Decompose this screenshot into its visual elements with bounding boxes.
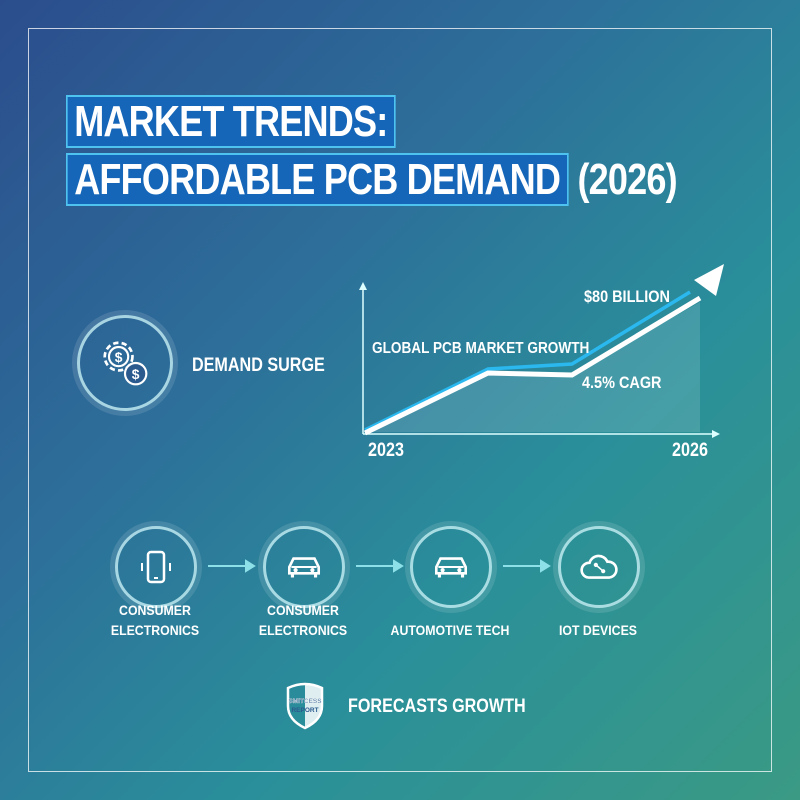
chart-label: GLOBAL PCB MARKET GROWTH xyxy=(372,340,590,357)
flow-item-1-label: CONSUMER ELECTRONICS xyxy=(110,602,200,638)
footer-label: FORECASTS GROWTH xyxy=(348,696,526,717)
cloud-network-icon xyxy=(580,554,618,579)
area-fill xyxy=(365,302,700,432)
flow-item-3-label: AUTOMOTIVE TECH xyxy=(390,622,510,638)
flow-item-1-circle xyxy=(115,526,197,608)
svg-text:$: $ xyxy=(132,366,140,382)
arrow-head-icon xyxy=(694,264,724,296)
title-line-1: MARKET TRENDS: xyxy=(66,95,396,148)
svg-text:$: $ xyxy=(115,349,123,365)
title-box-1: MARKET TRENDS: xyxy=(66,95,396,148)
cagr-label: 4.5% CAGR xyxy=(582,373,662,392)
car-icon xyxy=(434,557,468,578)
frame xyxy=(28,28,772,772)
blue-trend-line xyxy=(364,290,691,432)
flow-item-2-label: CONSUMER ELECTRONICS xyxy=(258,602,348,638)
smartphone-icon xyxy=(141,550,171,584)
flow-item-4-circle xyxy=(558,526,640,608)
x-end-label: 2026 xyxy=(672,440,708,461)
value-label: $80 BILLION xyxy=(584,287,670,306)
flow-item-3-circle xyxy=(410,526,492,608)
title-line-2: AFFORDABLE PCB DEMAND (2026) xyxy=(66,153,678,206)
title-box-2: AFFORDABLE PCB DEMAND xyxy=(66,153,569,206)
flow-item-4-label: IOT DEVICES xyxy=(558,622,638,638)
demand-surge-icon: $ $ xyxy=(77,315,173,411)
gear-dollar-icon: $ $ xyxy=(103,341,148,386)
flow-item-2-circle xyxy=(263,526,345,608)
car-icon xyxy=(287,557,321,578)
title-year: (2026) xyxy=(577,155,677,204)
white-trend-line xyxy=(363,295,702,436)
demand-surge-label: DEMAND SURGE xyxy=(192,355,325,376)
x-start-label: 2023 xyxy=(368,440,404,461)
